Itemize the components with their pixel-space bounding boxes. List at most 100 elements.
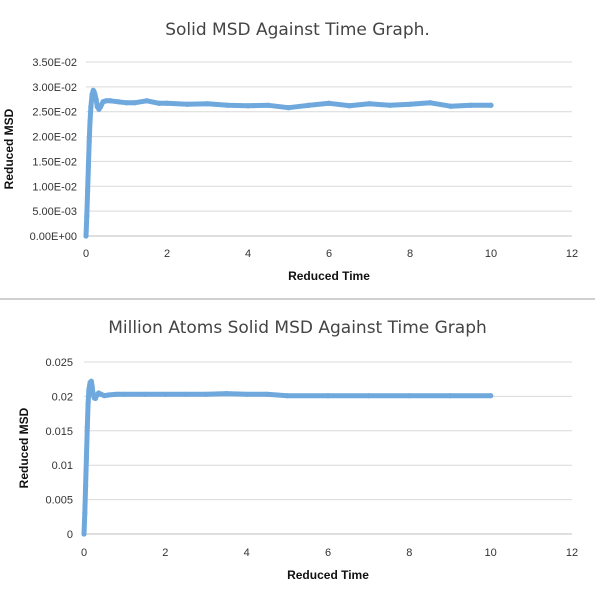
- x-tick-label: 6: [325, 547, 331, 559]
- data-point: [122, 391, 128, 397]
- data-point: [164, 100, 170, 106]
- chart-plot: 0 0.005 0.01 0.015 0.02 0.025 0 2 4 6 8 10 12 Reduced…: [17, 357, 578, 582]
- data-point: [162, 391, 168, 397]
- data-point: [204, 101, 211, 107]
- x-axis-label: Reduced Time: [287, 568, 369, 582]
- x-tick-label: 12: [566, 248, 578, 260]
- panel-divider: [0, 298, 595, 300]
- series-line: [81, 378, 494, 537]
- data-point: [88, 104, 94, 110]
- x-tick-label: 8: [407, 248, 413, 260]
- chart-panel-1: Solid MSD Against Time Graph. 0.00E+00 5.…: [0, 0, 595, 298]
- data-point: [245, 103, 251, 109]
- data-point: [407, 101, 413, 107]
- data-point: [123, 100, 130, 106]
- data-point: [92, 91, 98, 97]
- data-point: [447, 393, 453, 399]
- data-point: [86, 138, 92, 145]
- data-point: [93, 96, 99, 102]
- data-point: [325, 393, 331, 399]
- y-tick-label: 0.00E+00: [30, 231, 77, 243]
- x-tick-label: 10: [485, 547, 497, 559]
- data-point: [87, 119, 93, 125]
- data-point: [107, 98, 113, 104]
- data-point: [326, 100, 332, 106]
- data-point: [90, 390, 96, 396]
- data-point: [85, 163, 92, 169]
- data-point: [85, 400, 91, 406]
- y-tick-label: 3.00E-02: [32, 82, 77, 94]
- x-tick-label: 8: [406, 547, 412, 559]
- x-tick-label: 0: [83, 248, 89, 260]
- x-tick-label: 0: [81, 547, 87, 559]
- data-point: [366, 393, 372, 399]
- y-tick-label: 0.01: [52, 460, 73, 472]
- chart-title: Solid MSD Against Time Graph.: [165, 20, 430, 40]
- data-point: [427, 100, 433, 106]
- x-tick-label: 4: [244, 547, 250, 559]
- data-point: [346, 103, 352, 109]
- data-point: [285, 105, 292, 111]
- y-tick-label: 5.00E-03: [32, 206, 77, 218]
- data-point: [83, 483, 89, 489]
- x-tick-label: 2: [162, 547, 168, 559]
- data-point: [366, 101, 373, 107]
- data-point: [115, 99, 121, 105]
- data-point: [406, 393, 412, 399]
- data-point: [81, 531, 87, 537]
- data-point: [86, 386, 92, 393]
- data-point: [468, 102, 474, 108]
- y-tick-label: 0.02: [52, 391, 73, 403]
- data-point: [265, 102, 271, 108]
- y-tick-label: 0: [67, 529, 73, 541]
- x-axis-label: Reduced Time: [288, 269, 370, 283]
- y-axis-label: Reduced MSD: [2, 108, 16, 189]
- data-point: [82, 510, 88, 516]
- data-point: [142, 391, 148, 397]
- data-point: [183, 391, 189, 397]
- data-point: [387, 102, 393, 108]
- x-tick-label: 12: [566, 547, 578, 559]
- data-point: [101, 393, 107, 399]
- y-tick-label: 1.50E-02: [32, 156, 77, 168]
- y-axis-label: Reduced MSD: [17, 407, 31, 488]
- y-tick-label: 1.00E-02: [32, 181, 77, 193]
- data-point: [88, 378, 94, 384]
- data-point: [89, 383, 95, 389]
- data-point: [83, 455, 90, 461]
- data-point: [84, 424, 90, 430]
- data-point: [225, 102, 231, 108]
- y-tick-label: 2.50E-02: [32, 107, 77, 119]
- y-tick-label: 0.025: [45, 357, 73, 369]
- data-point: [84, 213, 90, 219]
- chart-title: Million Atoms Solid MSD Against Time Gra…: [108, 318, 487, 338]
- data-point: [113, 391, 120, 397]
- y-tick-label: 3.50E-02: [32, 57, 77, 69]
- data-point: [103, 98, 109, 104]
- data-point: [83, 233, 89, 239]
- data-point: [447, 103, 454, 109]
- data-point: [488, 102, 494, 108]
- data-point: [488, 393, 494, 399]
- data-point: [284, 393, 290, 399]
- data-point: [144, 98, 150, 104]
- x-tick-label: 10: [485, 248, 497, 260]
- data-point: [97, 104, 104, 110]
- data-point: [184, 101, 190, 107]
- chart-panel-2: Million Atoms Solid MSD Against Time Gra…: [0, 301, 595, 600]
- data-point: [156, 100, 162, 106]
- data-point: [203, 391, 209, 397]
- x-tick-label: 4: [245, 248, 251, 260]
- data-point: [105, 392, 111, 398]
- data-point: [85, 188, 91, 194]
- data-point: [264, 391, 270, 397]
- data-point: [223, 391, 229, 397]
- chart-plot: 0.00E+00 5.00E-03 1.00E-02 1.50E-02 2.00E-02…: [2, 57, 578, 283]
- x-tick-label: 6: [326, 248, 332, 260]
- data-point: [132, 100, 138, 106]
- x-tick-label: 2: [164, 248, 170, 260]
- y-tick-label: 2.00E-02: [32, 132, 77, 144]
- data-point: [306, 102, 312, 108]
- y-tick-label: 0.015: [45, 426, 73, 438]
- data-point: [244, 391, 250, 397]
